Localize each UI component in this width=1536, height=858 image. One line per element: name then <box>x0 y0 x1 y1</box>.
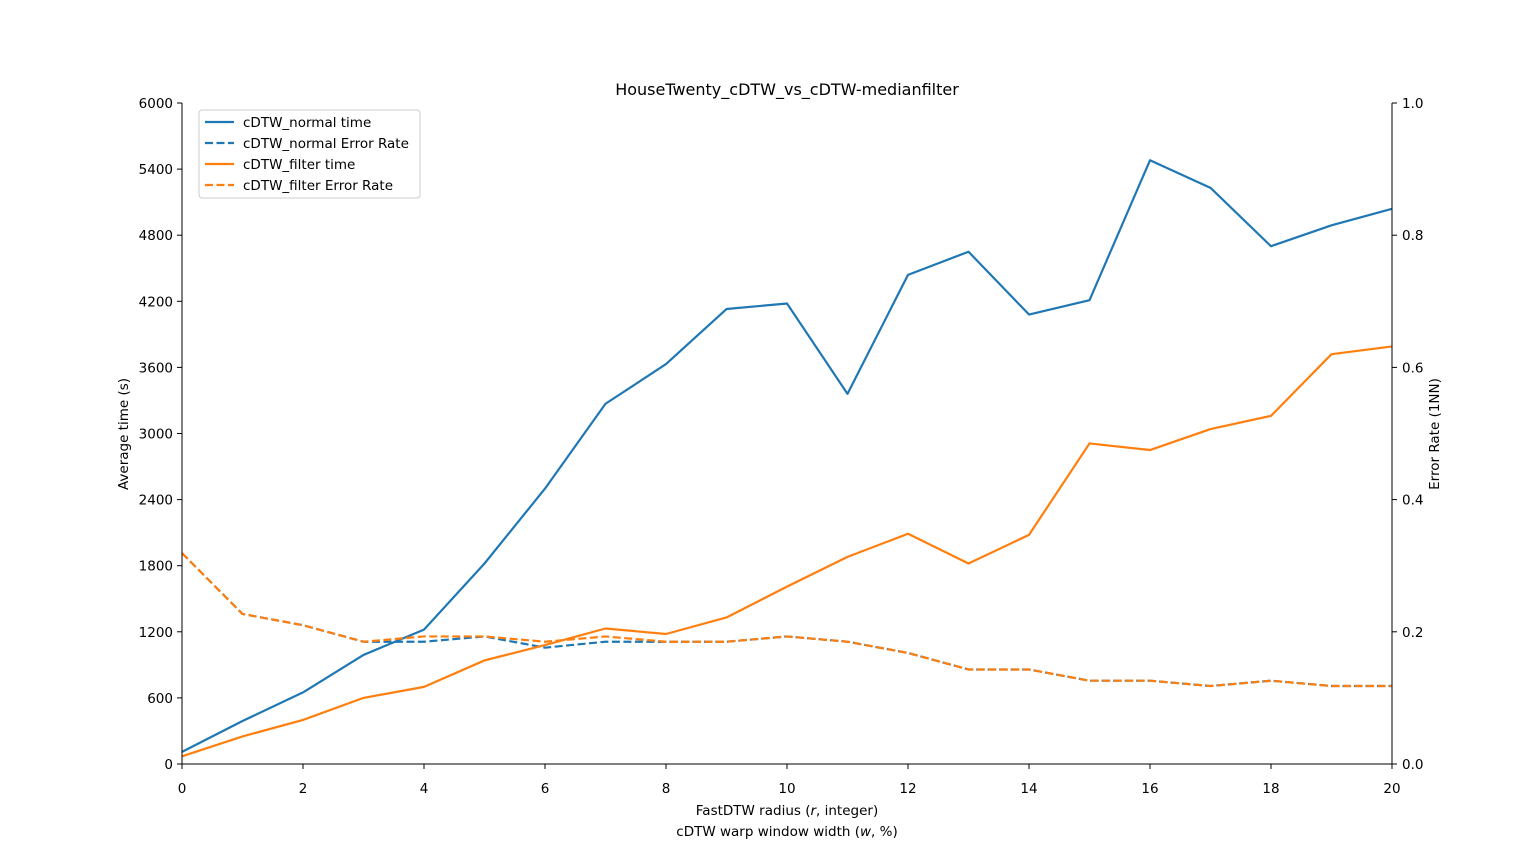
y-left-tick-label: 5400 <box>139 162 173 178</box>
x-tick-label: 10 <box>778 781 795 797</box>
x-tick-label: 2 <box>299 781 308 797</box>
x-axis-ticks: 0 2 4 6 8 10 12 14 16 18 20 <box>178 764 1401 797</box>
x-axis-label-window: cDTW warp window width (w, %) <box>676 824 897 840</box>
x-tick-label: 18 <box>1262 781 1279 797</box>
x-tick-label: 6 <box>541 781 550 797</box>
x-tick-label: 20 <box>1383 781 1400 797</box>
legend: cDTW_normal time cDTW_normal Error Rate cD… <box>198 109 421 199</box>
y-left-tick-label: 1200 <box>139 625 173 641</box>
y-right-tick-label: 0.8 <box>1402 228 1423 244</box>
x-tick-label: 14 <box>1020 781 1037 797</box>
y-left-tick-label: 3000 <box>139 427 173 443</box>
y-left-tick-label: 4200 <box>139 294 173 310</box>
series-line-3 <box>181 345 1393 758</box>
x-axis-label-radius: FastDTW radius (r, integer) <box>696 803 878 819</box>
x-tick-label: 8 <box>662 781 671 797</box>
y-left-tick-label: 2400 <box>139 493 173 509</box>
plot-lines <box>181 159 1393 758</box>
legend-label: cDTW_normal Error Rate <box>243 136 409 152</box>
x-tick-label: 0 <box>178 781 187 797</box>
y-right-tick-label: 0.0 <box>1402 757 1423 773</box>
y-left-axis-label: Average time (s) <box>116 378 132 490</box>
legend-label: cDTW_normal time <box>243 115 371 131</box>
y-right-axis-label: Error Rate (1NN) <box>1427 378 1443 490</box>
y-right-tick-label: 0.6 <box>1402 360 1423 376</box>
x-tick-label: 12 <box>899 781 916 797</box>
series-line-4 <box>181 552 1392 688</box>
y-left-tick-label: 4800 <box>139 228 173 244</box>
legend-frame <box>198 109 421 199</box>
y-left-axis-ticks: 0 600 1200 1800 2400 3000 3600 4200 4800 5400 6000 <box>139 96 182 773</box>
y-left-tick-label: 0 <box>164 757 173 773</box>
y-left-tick-label: 3600 <box>139 360 173 376</box>
legend-label: cDTW_filter Error Rate <box>243 178 393 194</box>
y-right-axis-ticks: 0.0 0.2 0.4 0.6 0.8 1.0 <box>1392 96 1423 773</box>
y-left-tick-label: 1800 <box>139 559 173 575</box>
y-left-tick-label: 6000 <box>139 96 173 112</box>
y-left-tick-label: 600 <box>147 691 173 707</box>
x-tick-label: 16 <box>1141 781 1158 797</box>
y-right-tick-label: 1.0 <box>1402 96 1423 112</box>
legend-label: cDTW_filter time <box>243 157 355 173</box>
chart-title: HouseTwenty_cDTW_vs_cDTW-medianfilter <box>615 80 959 100</box>
series-line-1 <box>181 159 1393 753</box>
y-right-tick-label: 0.4 <box>1402 493 1423 509</box>
x-tick-label: 4 <box>420 781 429 797</box>
series-line-2 <box>181 552 1392 688</box>
y-right-tick-label: 0.2 <box>1402 625 1423 641</box>
